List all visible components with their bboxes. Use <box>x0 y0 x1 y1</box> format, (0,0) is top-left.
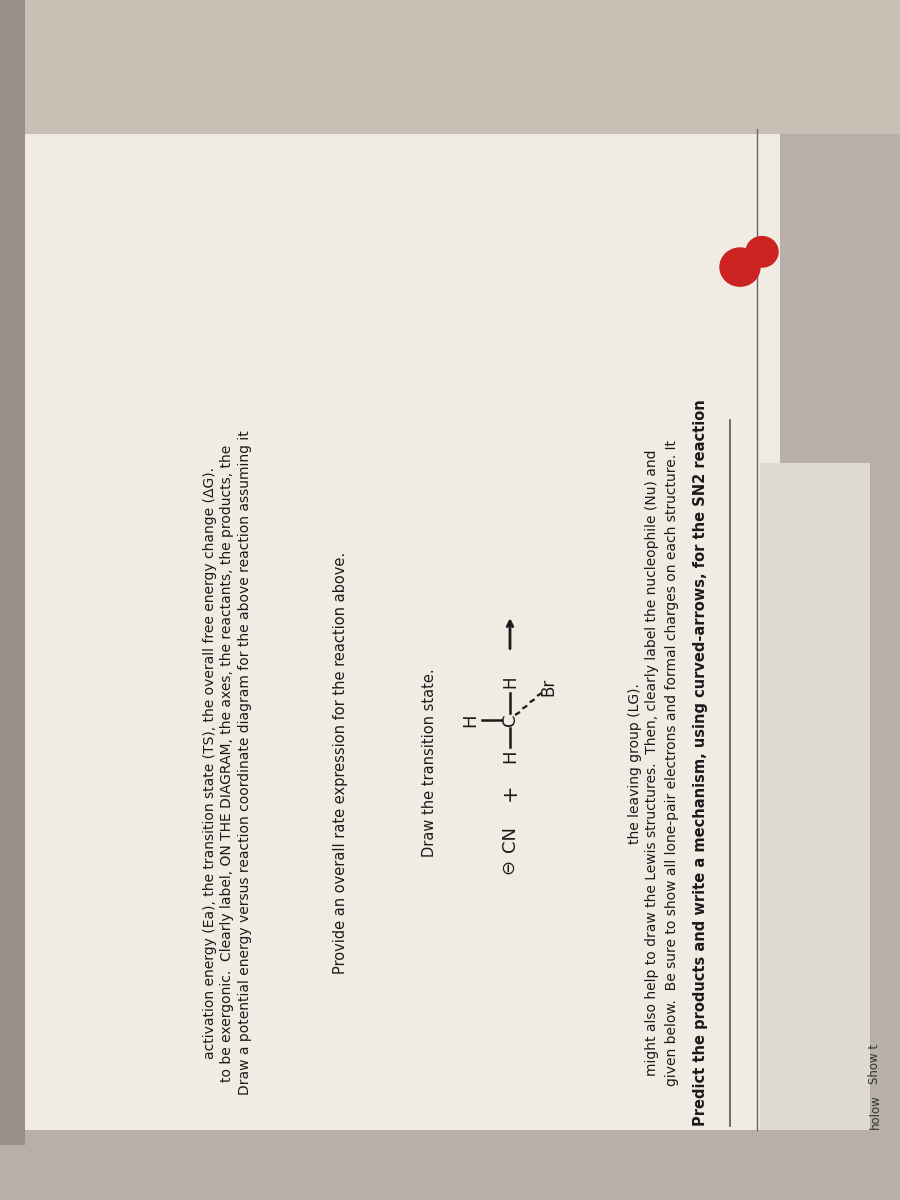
Text: H: H <box>501 750 519 763</box>
Text: Draw the transition state.: Draw the transition state. <box>422 668 437 857</box>
Text: CN: CN <box>501 827 519 852</box>
FancyBboxPatch shape <box>760 463 870 1130</box>
FancyBboxPatch shape <box>0 0 900 133</box>
Text: H: H <box>501 676 519 689</box>
Text: Provide an overall rate expression for the reaction above.: Provide an overall rate expression for t… <box>332 552 347 974</box>
Text: Draw a potential energy versus reaction coordinate diagram for the above reactio: Draw a potential energy versus reaction … <box>238 431 252 1096</box>
Text: $\ominus$: $\ominus$ <box>501 860 519 876</box>
Text: the leaving group (LG).: the leaving group (LG). <box>628 683 642 844</box>
Text: given below.  Be sure to show all lone-pair electrons and formal charges on each: given below. Be sure to show all lone-pa… <box>665 440 679 1086</box>
Text: Predict the products and write a mechanism, using curved-arrows, for the SN2 rea: Predict the products and write a mechani… <box>692 400 707 1127</box>
Text: H: H <box>461 714 479 727</box>
Text: might also help to draw the Lewis structures.  Then, clearly label the nucleophi: might also help to draw the Lewis struct… <box>645 450 659 1076</box>
FancyBboxPatch shape <box>0 0 25 1145</box>
Text: to be exergonic.  Clearly label, ON THE DIAGRAM, the axes, the reactants, the pr: to be exergonic. Clearly label, ON THE D… <box>220 444 234 1081</box>
Text: holow: holow <box>868 1094 881 1129</box>
FancyBboxPatch shape <box>25 128 780 1130</box>
Text: activation energy (Ea), the transition state (TS), the overall free energy chang: activation energy (Ea), the transition s… <box>203 467 217 1060</box>
Text: Br: Br <box>539 678 557 696</box>
Text: +: + <box>500 782 520 800</box>
Circle shape <box>746 236 778 268</box>
Text: Show t: Show t <box>868 1044 881 1084</box>
Text: C: C <box>501 714 519 726</box>
Circle shape <box>720 248 760 286</box>
